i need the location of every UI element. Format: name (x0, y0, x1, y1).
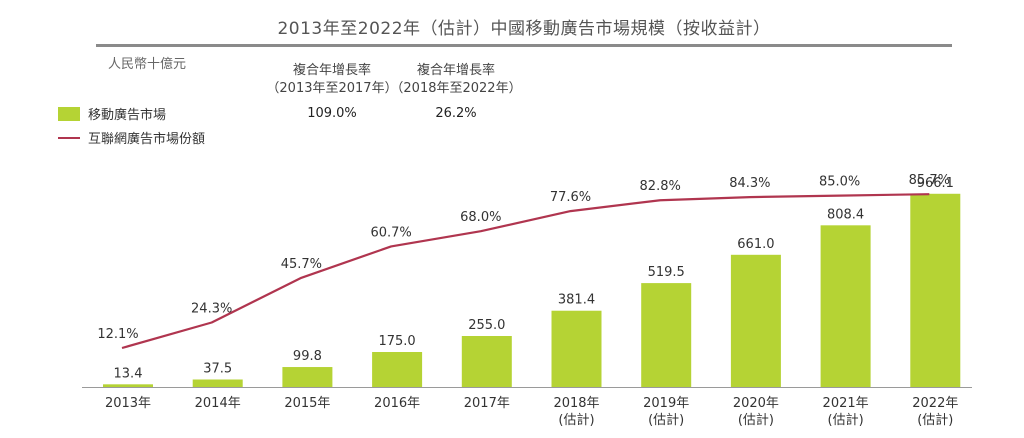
line-value-label: 24.3% (191, 302, 232, 317)
line-value-label: 85.0% (819, 175, 860, 190)
chart-title: 2013年至2022年（估計）中國移動廣告市場規模（按收益計） (277, 19, 771, 39)
line-value-label: 85.7% (909, 173, 950, 188)
line-value-label: 84.3% (729, 176, 770, 191)
x-tick-label: 2016年 (374, 396, 420, 411)
line-value-label: 45.7% (281, 257, 322, 272)
x-tick-label: (估計) (648, 412, 684, 428)
bar-1 (192, 379, 243, 387)
x-tick-label: 2017年 (464, 396, 510, 411)
x-tick-label: 2019年 (643, 396, 689, 411)
legend-label: 移動廣告市場 (88, 108, 167, 123)
bar-value-label: 175.0 (378, 334, 415, 349)
cagr-period: （2018年至2022年） (390, 81, 522, 96)
bar-value-label: 661.0 (737, 237, 774, 252)
x-tick-label: (估計) (558, 412, 594, 428)
x-tick-label: (估計) (738, 412, 774, 428)
x-tick-label: 2018年 (553, 396, 599, 411)
cagr-block-2013-2017: 複合年增長率 （2013年至2017年） (262, 62, 402, 98)
line-value-label: 60.7% (370, 225, 411, 240)
line-value-label: 77.6% (550, 190, 591, 205)
bar-value-label: 255.0 (468, 318, 505, 333)
line-value-label: 12.1% (97, 327, 138, 342)
legend-item-internet-ad-share: 互聯網廣告市場份額 (58, 128, 205, 147)
x-tick-label: 2013年 (105, 396, 151, 411)
bar-value-label: 37.5 (203, 362, 232, 377)
bar-4 (461, 336, 512, 387)
bar-value-label: 966.1 (917, 176, 954, 191)
line-value-label: 68.0% (460, 210, 501, 225)
title-underline (96, 44, 952, 47)
x-tick-label: 2021年 (823, 396, 869, 411)
bar-value-label: 808.4 (827, 207, 864, 222)
legend-line-swatch (58, 136, 80, 139)
share-line (121, 193, 930, 350)
bar-8 (820, 225, 871, 387)
legend-item-mobile-ad-market: 移動廣告市場 (58, 104, 166, 123)
bar-0 (103, 384, 153, 387)
unit-label: 人民幣十億元 (108, 57, 187, 72)
cagr-value-2013-2017: 109.0% (307, 106, 357, 121)
bar-value-label: 519.5 (648, 265, 685, 280)
line-value-label: 82.8% (640, 179, 681, 194)
bar-5 (551, 310, 602, 387)
bar-value-label: 381.4 (558, 293, 595, 308)
bar-7 (730, 254, 781, 387)
x-tick-label: (估計) (828, 412, 864, 428)
x-tick-label: 2022年 (912, 396, 958, 411)
x-tick-label: 2015年 (284, 396, 330, 411)
x-tick-label: 2014年 (195, 396, 241, 411)
bar-2 (282, 367, 333, 387)
bar-6 (641, 283, 692, 387)
cagr-title: 複合年增長率 (292, 63, 371, 78)
cagr-block-2018-2022: 複合年增長率 （2018年至2022年） (386, 62, 526, 98)
cagr-period: （2013年至2017年） (266, 81, 398, 96)
legend-bar-swatch (58, 106, 80, 121)
bar-value-label: 13.4 (114, 366, 143, 381)
bar-value-label: 99.8 (293, 349, 322, 364)
cagr-value-2018-2022: 26.2% (435, 106, 477, 121)
x-tick-label: (估計) (917, 412, 953, 428)
bar-3 (372, 352, 423, 387)
legend-label: 互聯網廣告市場份額 (88, 132, 206, 147)
cagr-title: 複合年增長率 (416, 63, 495, 78)
bar-9 (910, 193, 961, 387)
x-tick-label: 2020年 (733, 396, 779, 411)
